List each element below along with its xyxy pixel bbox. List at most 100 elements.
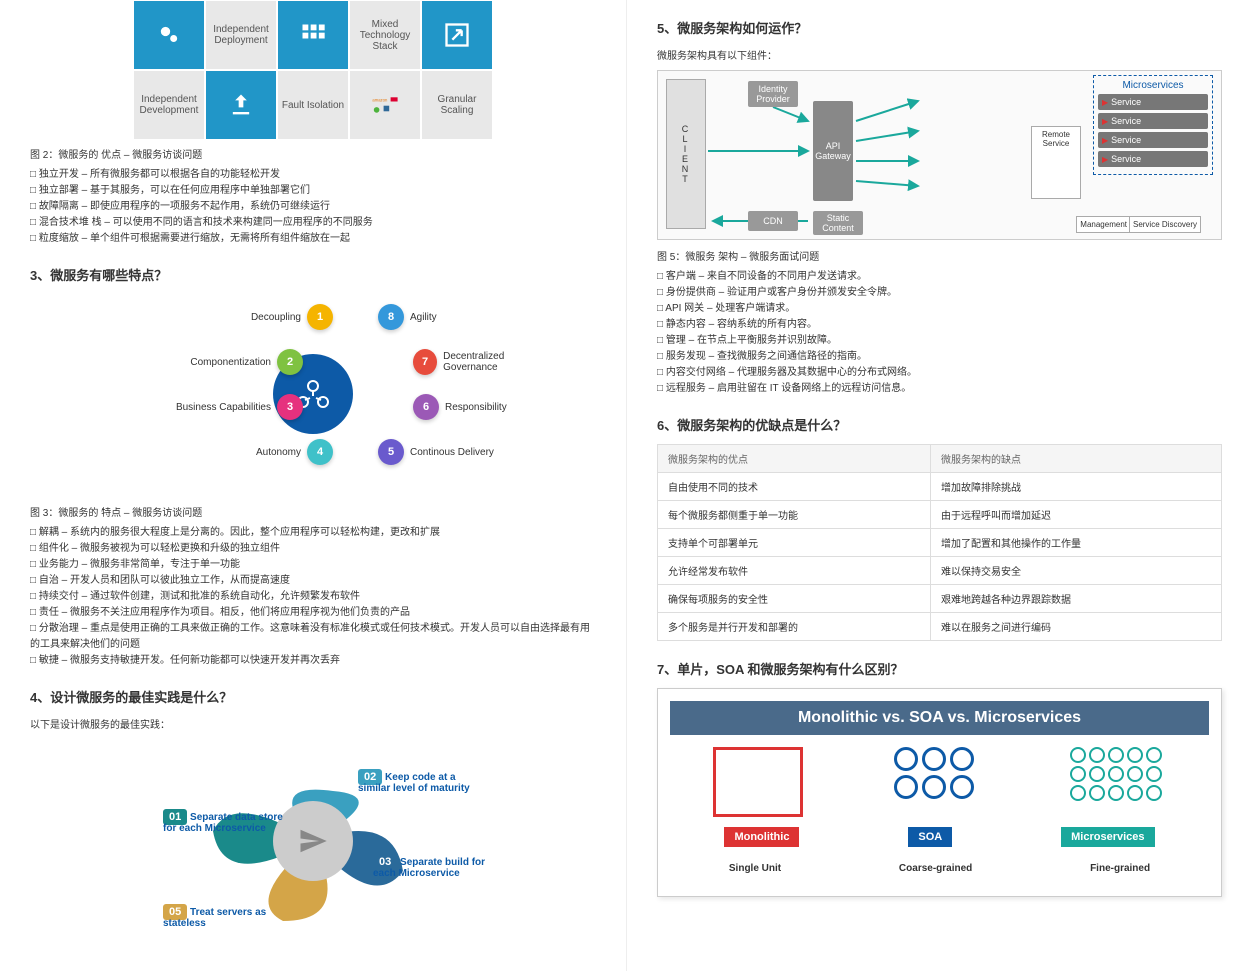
micro-circle [1146,785,1162,801]
arch-service: Service [1098,132,1208,148]
table-cell: 难以保持交易安全 [930,557,1221,585]
petal-label: 01 Separate data store for each Microser… [163,811,283,834]
micro-circle [1127,766,1143,782]
micro-circle [1146,747,1162,763]
table-cell: 由于远程呼叫而增加延迟 [930,501,1221,529]
section-5-intro: 微服务架构具有以下组件： [657,47,1222,62]
comparison-shapes-row [670,747,1209,817]
bullet-item: 客户端 – 来自不同设备的不同用户发送请求。 [657,269,1222,285]
bullet-item: 管理 – 在节点上平衡服务并识别故障。 [657,333,1222,349]
soa-circle [922,775,946,799]
bullet-item: 粒度缩放 – 单个组件可根据需要进行缩放，无需将所有组件缩放在一起 [30,231,596,247]
table-cell: 支持单个可部署单元 [658,529,931,557]
feature-label: Decoupling [251,312,301,323]
pros-cons-table: 微服务架构的优点 微服务架构的缺点 自由使用不同的技术增加故障排除挑战每个微服务… [657,444,1222,641]
cell-label: Granular Scaling [422,94,492,116]
feature-label: Agility [410,312,437,323]
arch-service: Service [1098,94,1208,110]
table-cell: 确保每项服务的安全性 [658,585,931,613]
comparison-monolithic-col [713,747,803,817]
feature-label: Autonomy [256,447,301,458]
section-4-intro: 以下是设计微服务的最佳实践： [30,716,596,731]
arch-identity-provider: Identity Provider [748,81,798,107]
table-row: 支持单个可部署单元增加了配置和其他操作的工作量 [658,529,1222,557]
feature-node: 5 Continous Delivery [378,439,518,465]
micro-circle [1070,747,1086,763]
table-row: 自由使用不同的技术增加故障排除挑战 [658,473,1222,501]
feature-number: 3 [277,394,303,420]
feature-node: 6Responsibility [413,394,553,420]
micro-circle [1127,785,1143,801]
comparison-tag-col: Monolithic [724,827,799,847]
arch-bullets: 客户端 – 来自不同设备的不同用户发送请求。身份提供商 – 验证用户或客户身份并… [657,269,1222,397]
section-3-title: 3、微服务有哪些特点？ [30,265,596,284]
cell-label: Fault Isolation [282,100,344,111]
comparison-tag: Microservices [1061,827,1154,847]
features-bullets: 解耦 – 系统内的服务很大程度上是分离的。因此，整个应用程序可以轻松构建，更改和… [30,525,596,669]
arch-service: Service [1098,113,1208,129]
grid-cell-arrow [421,0,493,70]
soa-circle [894,747,918,771]
petal-label: 03 Separate build for each Microservice [373,856,493,879]
grid-cell: Fault Isolation [277,70,349,140]
arch-ms-title: Microservices [1098,80,1208,91]
advantages-bullets: 独立开发 – 所有微服务都可以根据各自的功能轻松开发独立部署 – 基于其服务，可… [30,167,596,247]
feature-number: 2 [277,349,303,375]
feature-number: 8 [378,304,404,330]
micro-circle [1070,766,1086,782]
figure-features-ring: 1Decoupling2Componentization3Business Ca… [113,294,513,494]
table-cell: 增加了配置和其他操作的工作量 [930,529,1221,557]
feature-label: Responsibility [445,402,507,413]
bullet-item: 故障隔离 – 即使应用程序的一项服务不起作用，系统仍可继续运行 [30,199,596,215]
bullet-item: 服务发现 – 查找微服务之间通信路径的指南。 [657,349,1222,365]
arch-management: Management [1076,216,1131,233]
page-left: Independent Deployment Mixed Technology … [0,0,626,971]
grid-cell: Granular Scaling [421,70,493,140]
feature-label: Business Capabilities [176,402,271,413]
micro-circle [1127,747,1143,763]
feature-label: Continous Delivery [410,447,494,458]
bullet-item: 混合技术堆 栈 – 可以使用不同的语言和技术来构建同一应用程序的不同服务 [30,215,596,231]
comparison-sub: Coarse-grained [899,863,972,874]
bullet-item: 解耦 – 系统内的服务很大程度上是分离的。因此，整个应用程序可以轻松构建，更改和… [30,525,596,541]
bullet-item: 内容交付网络 – 代理服务器及其数据中心的分布式网络。 [657,365,1222,381]
feature-number: 1 [307,304,333,330]
micro-circle [1089,766,1105,782]
micro-shapes [1066,747,1166,801]
table-cell: 每个微服务都侧重于单一功能 [658,501,931,529]
bullet-item: 组件化 – 微服务被视为可以轻松更换和升级的独立组件 [30,541,596,557]
comparison-tag: Monolithic [724,827,799,847]
bullet-item: 独立部署 – 基于其服务，可以在任何应用程序中单独部署它们 [30,183,596,199]
bullet-item: 业务能力 – 微服务非常简单，专注于单一功能 [30,557,596,573]
bullet-item: API 网关 – 处理客户端请求。 [657,301,1222,317]
comparison-subs-row: Single UnitCoarse-grainedFine-grained [670,857,1209,874]
section-4-title: 4、设计微服务的最佳实践是什么？ [30,687,596,706]
section-7-title: 7、单片，SOA 和微服务架构有什么区别？ [657,659,1222,678]
comparison-tag-col: Microservices [1061,827,1154,847]
bullet-item: 持续交付 – 通过软件创建，测试和批准的系统自动化，允许频繁发布软件 [30,589,596,605]
comparison-sub: Fine-grained [1090,863,1150,874]
figure-caption: 图 3：微服务的 特点 – 微服务访谈问题 [30,504,596,519]
feature-node: 1 Decoupling [193,304,333,330]
grid-cell-stack: amazon [349,70,421,140]
feature-number: 5 [378,439,404,465]
arch-cdn: CDN [748,211,798,231]
cell-label: Independent Development [134,94,204,116]
arch-api-gateway: API Gateway [813,101,853,201]
micro-circle [1108,785,1124,801]
comparison-soa-col [889,747,979,817]
cell-label: Mixed Technology Stack [350,19,420,52]
grid-cell-gears [133,0,205,70]
table-cell: 允许经常发布软件 [658,557,931,585]
cell-label: Independent Deployment [206,24,276,46]
comparison-tag-col: SOA [908,827,952,847]
feature-number: 7 [413,349,437,375]
table-row: 每个微服务都侧重于单一功能由于远程呼叫而增加延迟 [658,501,1222,529]
soa-circle [950,775,974,799]
arch-microservices-box: Microservices Service Service Service Se… [1093,75,1213,175]
feature-node: 3 Business Capabilities [163,394,303,420]
table-row: 多个服务是并行开发和部署的难以在服务之间进行编码 [658,613,1222,641]
comparison-banner: Monolithic vs. SOA vs. Microservices [670,701,1209,735]
bullet-item: 责任 – 微服务不关注应用程序作为项目。相反，他们将应用程序视为他们负责的产品 [30,605,596,621]
table-cell: 难以在服务之间进行编码 [930,613,1221,641]
